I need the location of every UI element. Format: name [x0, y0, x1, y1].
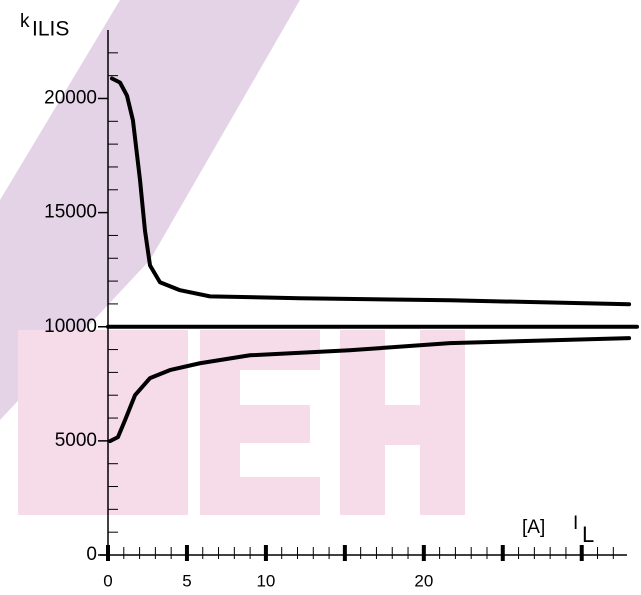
- x-unit: [A]: [522, 517, 545, 538]
- y-label: k: [20, 11, 30, 32]
- line-series: [108, 336, 632, 444]
- y-tick-label: 10000: [44, 316, 97, 337]
- x-tick-label: 20: [414, 571, 433, 590]
- x-label-sub: L: [582, 522, 594, 547]
- x-tick-label: 10: [256, 571, 275, 590]
- watermark: [0, 0, 465, 515]
- y-tick-label: 0: [86, 544, 97, 565]
- x-tick-label: 5: [182, 571, 191, 590]
- line-series: [109, 76, 632, 307]
- y-tick-label: 15000: [44, 202, 97, 223]
- y-label-sub: ILIS: [32, 18, 69, 41]
- x-tick-label: 0: [103, 571, 112, 590]
- y-tick-label: 5000: [55, 430, 97, 451]
- y-tick-label: 20000: [44, 87, 97, 108]
- x-label: I: [573, 513, 578, 534]
